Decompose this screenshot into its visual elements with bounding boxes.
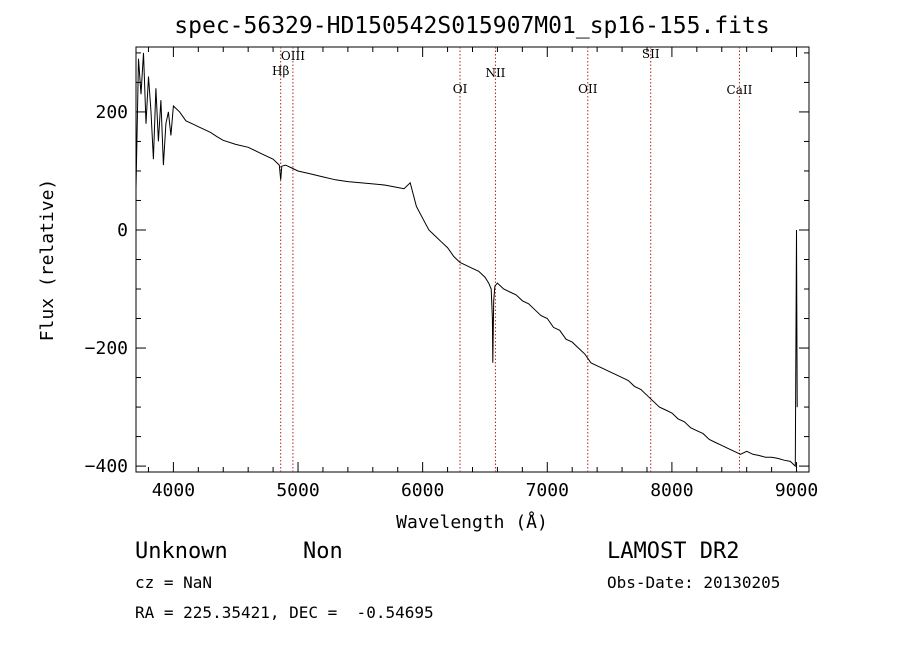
spectral-line-label: CaII xyxy=(727,83,753,97)
cz-value: cz = NaN xyxy=(135,573,213,592)
spectral-line-label: OII xyxy=(578,82,598,96)
y-tick-label: 200 xyxy=(95,102,128,123)
x-tick-label: 4000 xyxy=(152,480,195,501)
spectral-line-label: NII xyxy=(485,66,505,80)
y-axis-ticks: −400 −200 0 200 xyxy=(85,52,809,477)
x-tick-label: 5000 xyxy=(276,480,319,501)
obs-date: Obs-Date: 20130205 xyxy=(607,573,781,592)
object-name: Unknown xyxy=(135,539,228,564)
spectral-line-label: OIII xyxy=(281,49,305,63)
x-tick-label: 9000 xyxy=(775,480,818,501)
spectral-line-label: SII xyxy=(642,47,660,61)
coordinates: RA = 225.35421, DEC = -0.54695 xyxy=(135,603,434,622)
spectral-line-label: OI xyxy=(453,82,468,96)
spectral-line-label: Hβ xyxy=(272,64,289,78)
x-tick-label: 6000 xyxy=(401,480,444,501)
x-axis-label: Wavelength (Å) xyxy=(396,511,548,533)
y-tick-label: −400 xyxy=(85,456,128,477)
object-class: Non xyxy=(303,539,343,564)
plot-frame xyxy=(135,46,810,473)
y-axis-label: Flux (relative) xyxy=(37,179,58,342)
x-tick-label: 8000 xyxy=(650,480,693,501)
spectrum-line xyxy=(135,52,798,468)
x-axis-ticks: 4000 5000 6000 7000 8000 9000 xyxy=(147,47,818,501)
x-tick-label: 7000 xyxy=(526,480,569,501)
y-tick-label: −200 xyxy=(85,338,128,359)
y-tick-label: 0 xyxy=(117,220,128,241)
survey-label: LAMOST DR2 xyxy=(607,539,740,564)
chart-title: spec-56329-HD150542S015907M01_sp16-155.f… xyxy=(174,13,769,39)
